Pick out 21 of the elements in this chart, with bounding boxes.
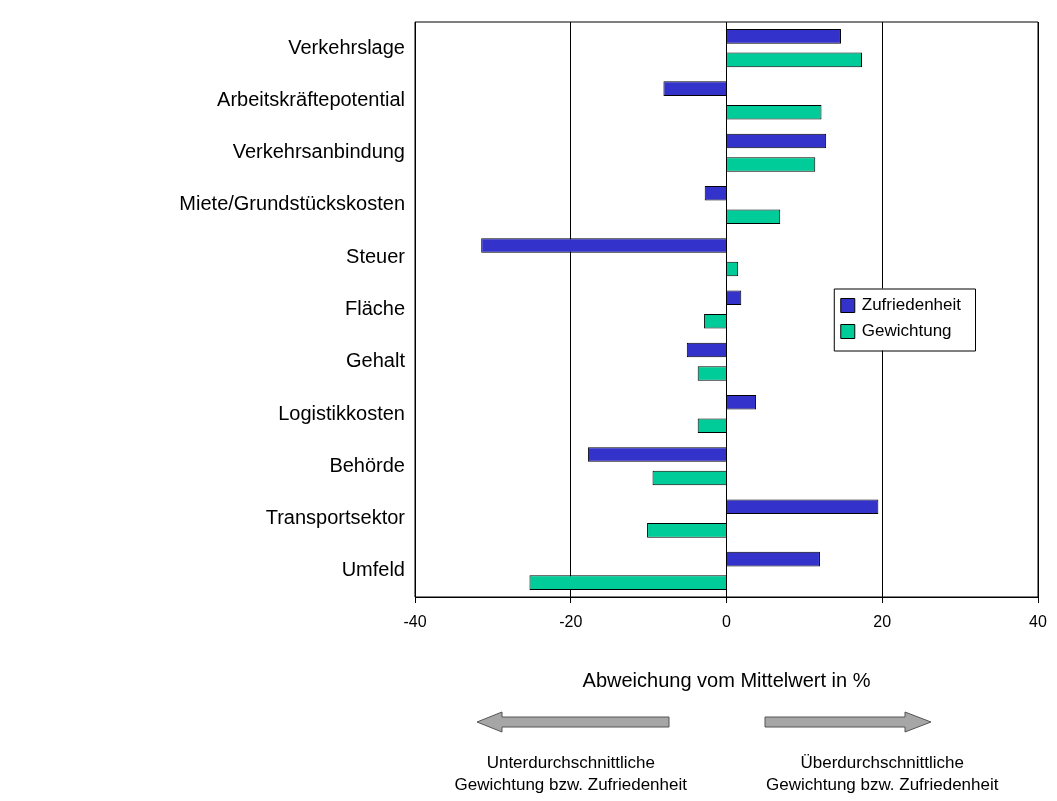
legend-label: Gewichtung xyxy=(861,321,952,341)
x-axis-title: Abweichung vom Mittelwert in % xyxy=(582,668,871,691)
y-tick-label: Steuer xyxy=(346,244,406,267)
y-tick-label: Verkehrslage xyxy=(288,35,405,58)
y-tick-label: Miete/Grundstückskosten xyxy=(179,192,405,215)
x-tick-label: -40 xyxy=(403,613,427,631)
y-tick-label: Behörde xyxy=(329,453,405,476)
text: Unterdurchschnittliche Gewichtung bzw. Zufriedenheit xyxy=(454,753,688,794)
y-tick-label: Gehalt xyxy=(346,349,406,372)
x-tick-label: 40 xyxy=(1029,613,1047,631)
x-tick-label: -20 xyxy=(559,613,583,631)
legend-label: Zufriedenheit xyxy=(861,295,962,315)
x-tick-label: 0 xyxy=(722,613,732,631)
y-tick-label: Umfeld xyxy=(341,558,405,581)
y-tick-label: Logistikkosten xyxy=(278,401,405,424)
x-tick-label: 20 xyxy=(873,613,892,631)
y-tick-label: Arbeitskräftepotential xyxy=(217,87,405,110)
y-tick-label: Fläche xyxy=(344,297,405,320)
y-tick-label: Verkehrsanbindung xyxy=(232,140,405,163)
y-tick-label: Transportsektor xyxy=(265,506,406,529)
text: Überdurchschnittliche Gewichtung bzw. Zufriedenheit xyxy=(766,753,999,794)
